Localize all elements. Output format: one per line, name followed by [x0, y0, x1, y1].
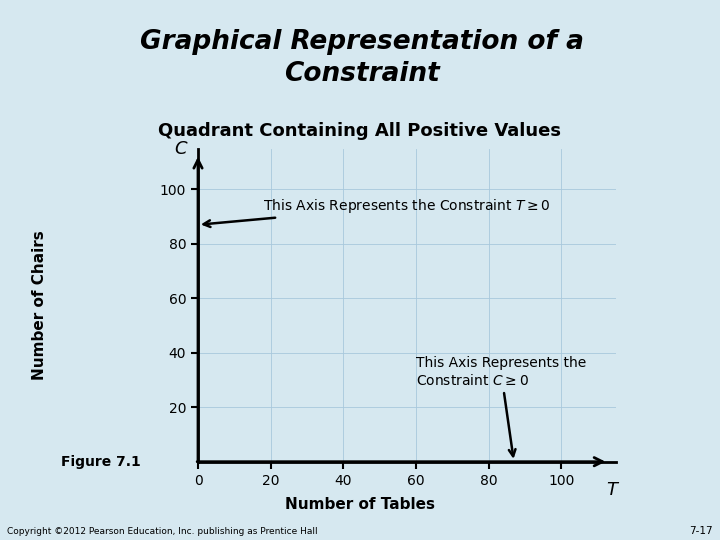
Text: Number of Chairs: Number of Chairs	[32, 230, 47, 380]
Text: 7-17: 7-17	[689, 525, 713, 536]
Text: This Axis Represents the
Constraint $\mathit{C}$$\geq$0: This Axis Represents the Constraint $\ma…	[416, 356, 586, 456]
Text: Number of Tables: Number of Tables	[285, 497, 435, 512]
Text: Graphical Representation of a
Constraint: Graphical Representation of a Constraint	[140, 29, 584, 87]
Text: Copyright ©2012 Pearson Education, Inc. publishing as Prentice Hall: Copyright ©2012 Pearson Education, Inc. …	[7, 526, 318, 536]
Text: This Axis Represents the Constraint $\mathit{T}$$\geq$0: This Axis Represents the Constraint $\ma…	[204, 197, 551, 227]
Text: C: C	[174, 139, 187, 158]
Text: Figure 7.1: Figure 7.1	[61, 455, 141, 469]
Text: T: T	[606, 481, 618, 499]
Text: Quadrant Containing All Positive Values: Quadrant Containing All Positive Values	[158, 122, 562, 139]
